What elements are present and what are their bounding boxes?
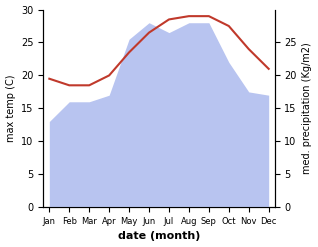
Y-axis label: med. precipitation (Kg/m2): med. precipitation (Kg/m2) <box>302 42 313 174</box>
Y-axis label: max temp (C): max temp (C) <box>5 75 16 142</box>
X-axis label: date (month): date (month) <box>118 231 200 242</box>
